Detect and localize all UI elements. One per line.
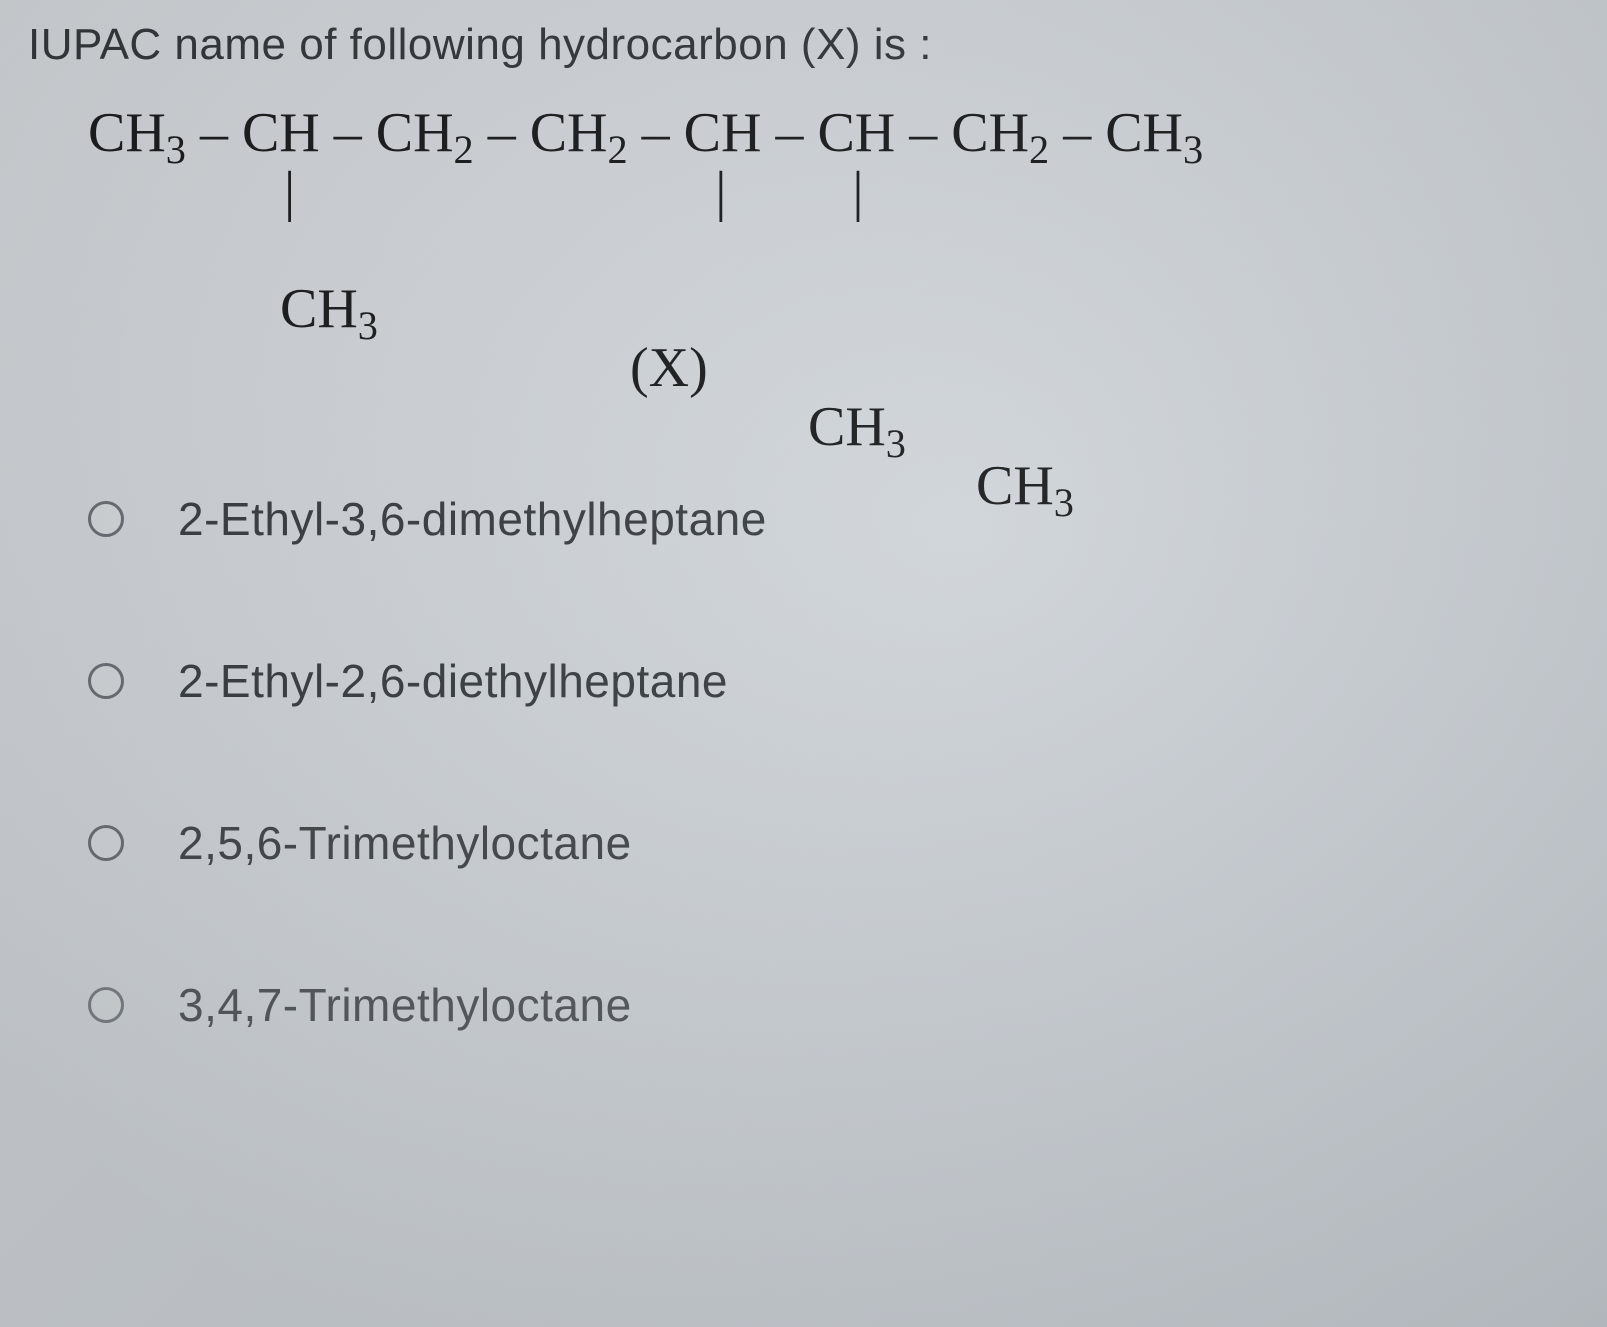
option-label: 3,4,7-Trimethyloctane <box>178 978 632 1032</box>
option-c[interactable]: 2,5,6-Trimethyloctane <box>88 816 1579 870</box>
question-prompt: IUPAC name of following hydrocarbon (X) … <box>28 20 1579 70</box>
sub-mid1-text: CH <box>808 396 886 458</box>
sub-left-text: CH <box>280 278 358 340</box>
structure-row-1: CH3 – CH – CH2 – CH2 – CH – CH – CH2 – C… <box>88 104 1579 163</box>
sub-left-ch3: CH3 <box>280 280 378 339</box>
r1-g9: 3 <box>1183 127 1203 172</box>
radio-icon[interactable] <box>88 825 124 861</box>
option-d[interactable]: 3,4,7-Trimethyloctane <box>88 978 1579 1032</box>
sub-mid2-ch3: CH3 <box>976 457 1074 516</box>
r1-g2: – CH – CH <box>186 102 454 164</box>
option-label: 2,5,6-Trimethyloctane <box>178 816 632 870</box>
r1-g4: – CH <box>474 102 608 164</box>
x-label: (X) <box>630 339 708 398</box>
option-label: 2-Ethyl-3,6-dimethylheptane <box>178 492 767 546</box>
sub-mid2-sub: 3 <box>1054 480 1074 525</box>
sub-mid1-ch3: CH3 <box>808 398 906 457</box>
options-list: 2-Ethyl-3,6-dimethylheptane 2-Ethyl-2,6-… <box>88 492 1579 1032</box>
r1-g7: 2 <box>1029 127 1049 172</box>
radio-icon[interactable] <box>88 987 124 1023</box>
option-a[interactable]: 2-Ethyl-3,6-dimethylheptane <box>88 492 1579 546</box>
structure-row-3: CH3 (X) CH3 CH3 <box>88 222 1579 292</box>
sub-mid2-text: CH <box>976 455 1054 517</box>
sub-mid1-sub: 3 <box>886 421 906 466</box>
sub-left-sub: 3 <box>358 304 378 349</box>
radio-icon[interactable] <box>88 663 124 699</box>
r1-g8: – CH <box>1049 102 1183 164</box>
structure-row-2: | | | <box>88 163 1579 222</box>
option-b[interactable]: 2-Ethyl-2,6-diethylheptane <box>88 654 1579 708</box>
r1-g6: – CH – CH – CH <box>628 102 1029 164</box>
option-label: 2-Ethyl-2,6-diethylheptane <box>178 654 728 708</box>
question-page: IUPAC name of following hydrocarbon (X) … <box>0 0 1607 1327</box>
molecular-structure: CH3 – CH – CH2 – CH2 – CH – CH – CH2 – C… <box>88 104 1579 292</box>
r1-g0: CH <box>88 102 166 164</box>
